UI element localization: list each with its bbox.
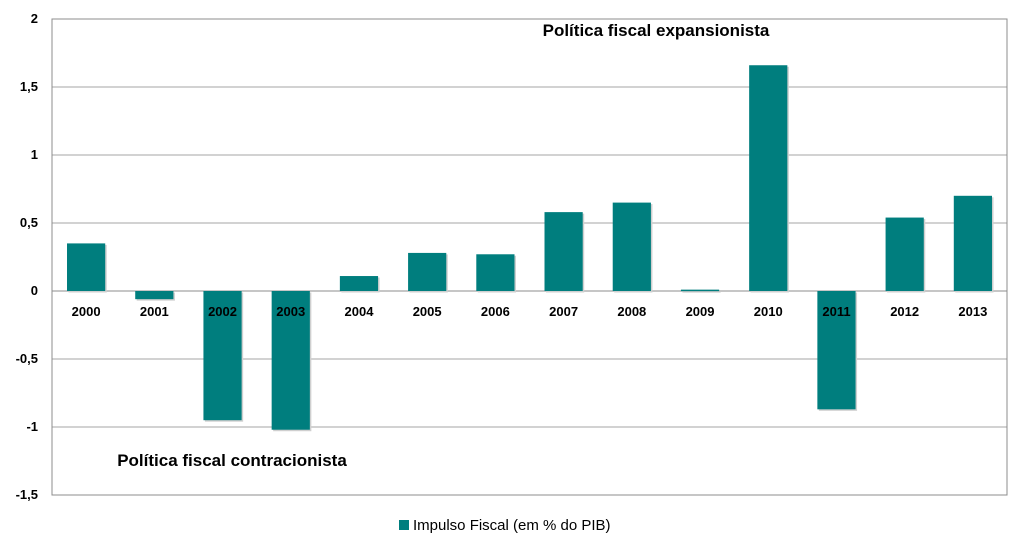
- x-tick-label: 2004: [345, 304, 375, 319]
- bar-2010: [749, 65, 788, 292]
- y-tick-label: 0,5: [20, 215, 38, 230]
- bar-2002: [203, 291, 242, 421]
- x-tick-label: 2001: [140, 304, 169, 319]
- bar-2001: [135, 291, 174, 300]
- bar-2009: [680, 289, 720, 292]
- bar-2006: [476, 254, 515, 291]
- annotation-contracionista: Política fiscal contracionista: [117, 451, 347, 470]
- bars: [67, 65, 994, 432]
- y-tick-label: 2: [31, 11, 38, 26]
- x-tick-label: 2003: [276, 304, 305, 319]
- y-tick-label: -1,5: [16, 487, 38, 502]
- x-tick-label: 2007: [549, 304, 578, 319]
- bar-2005: [408, 252, 447, 291]
- axes: [51, 18, 1008, 496]
- y-tick-label: 0: [31, 283, 38, 298]
- x-tick-label: 2013: [958, 304, 987, 319]
- bar-2003: [271, 291, 310, 430]
- annotation-expansionista: Política fiscal expansionista: [543, 21, 770, 40]
- bar-2013: [953, 195, 992, 291]
- bar-2012: [885, 217, 924, 291]
- y-tick-label: -0,5: [16, 351, 38, 366]
- y-tick-label: 1: [31, 147, 38, 162]
- legend: Impulso Fiscal (em % do PIB): [399, 517, 611, 534]
- bar-2008: [612, 202, 651, 291]
- bar-2004: [339, 276, 379, 291]
- legend-label: Impulso Fiscal (em % do PIB): [413, 517, 611, 534]
- x-tick-label: 2005: [413, 304, 442, 319]
- legend-swatch: [399, 520, 409, 530]
- x-tick-label: 2009: [686, 304, 715, 319]
- y-tick-label: -1: [26, 419, 38, 434]
- x-tick-label: 2011: [822, 304, 850, 319]
- labels: 2 1,5 1 0,5 0 -0,5 -1 -1,5 2000 2001 2002 2003 2004 2…: [16, 11, 988, 502]
- y-tick-label: 1,5: [20, 79, 38, 94]
- bar-2011: [817, 291, 856, 410]
- bar-2007: [544, 212, 583, 291]
- x-tick-label: 2008: [617, 304, 646, 319]
- x-tick-label: 2010: [754, 304, 783, 319]
- x-tick-label: 2012: [890, 304, 919, 319]
- bar-2000: [67, 243, 106, 291]
- x-tick-label: 2002: [208, 304, 237, 319]
- plot-area-border: [51, 18, 1008, 496]
- bar-shadow: [682, 291, 721, 293]
- x-tick-label: 2006: [481, 304, 510, 319]
- gridlines: [52, 18, 1007, 496]
- x-tick-label: 2000: [72, 304, 101, 319]
